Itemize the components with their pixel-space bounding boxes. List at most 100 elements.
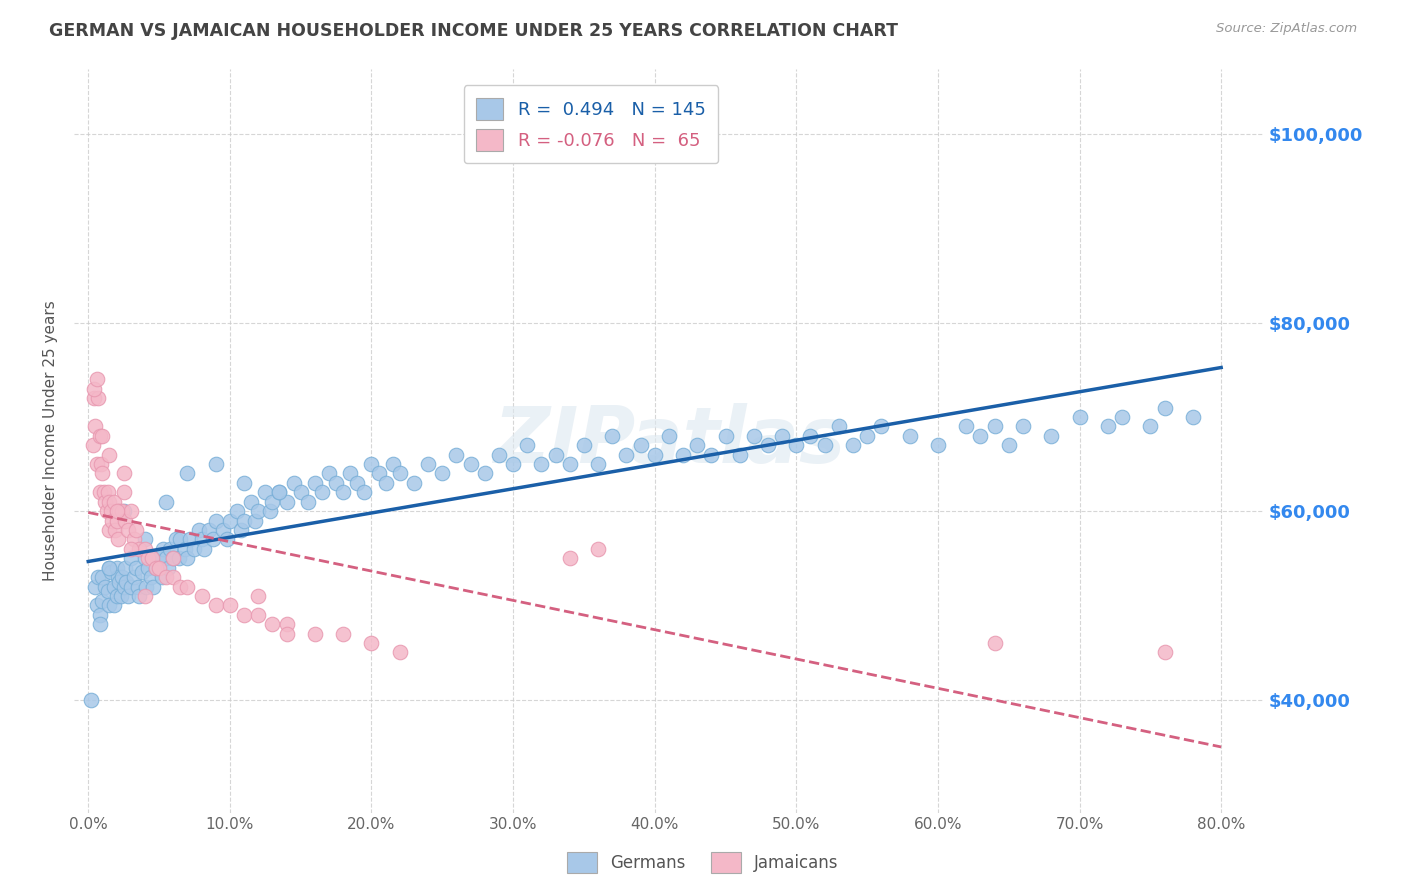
Point: [94, 580, 117, 594]
Point: [176, 467, 198, 481]
Point: [828, 419, 851, 434]
Point: [381, 457, 404, 471]
Point: [304, 475, 326, 490]
Legend: R =  0.494   N = 145, R = -0.076   N =  65: R = 0.494 N = 145, R = -0.076 N = 65: [464, 85, 718, 163]
Point: [93, 485, 115, 500]
Point: [290, 485, 312, 500]
Point: [86, 372, 108, 386]
Point: [179, 533, 201, 547]
Point: [276, 617, 298, 632]
Point: [114, 514, 136, 528]
Point: [218, 514, 240, 528]
Point: [318, 467, 340, 481]
Point: [785, 438, 807, 452]
Point: [87, 391, 110, 405]
Point: [616, 448, 638, 462]
Point: [644, 448, 666, 462]
Point: [98, 448, 121, 462]
Point: [799, 429, 821, 443]
Point: [103, 599, 125, 613]
Point: [125, 523, 148, 537]
Point: [110, 589, 132, 603]
Point: [600, 429, 623, 443]
Point: [215, 533, 238, 547]
Point: [672, 448, 695, 462]
Point: [86, 457, 108, 471]
Point: [714, 429, 737, 443]
Point: [103, 494, 125, 508]
Point: [1069, 409, 1091, 424]
Point: [128, 589, 150, 603]
Point: [544, 448, 567, 462]
Point: [311, 485, 333, 500]
Point: [108, 574, 131, 589]
Point: [169, 580, 191, 594]
Point: [586, 541, 609, 556]
Point: [176, 580, 198, 594]
Point: [91, 593, 114, 607]
Point: [97, 485, 120, 500]
Point: [233, 475, 256, 490]
Point: [134, 589, 156, 603]
Point: [283, 475, 305, 490]
Point: [115, 574, 138, 589]
Point: [240, 494, 263, 508]
Point: [297, 494, 319, 508]
Point: [187, 523, 209, 537]
Point: [247, 589, 270, 603]
Point: [197, 523, 219, 537]
Point: [162, 570, 184, 584]
Point: [346, 475, 368, 490]
Point: [159, 541, 181, 556]
Point: [83, 391, 105, 405]
Point: [190, 589, 212, 603]
Point: [269, 485, 291, 500]
Point: [332, 485, 354, 500]
Point: [262, 494, 284, 508]
Point: [332, 626, 354, 640]
Point: [142, 580, 165, 594]
Point: [100, 566, 122, 580]
Point: [955, 419, 977, 434]
Point: [586, 457, 609, 471]
Point: [98, 494, 121, 508]
Point: [742, 429, 765, 443]
Point: [148, 551, 170, 566]
Point: [388, 467, 411, 481]
Point: [176, 551, 198, 566]
Point: [112, 504, 135, 518]
Point: [120, 504, 142, 518]
Point: [269, 485, 291, 500]
Point: [388, 645, 411, 659]
Point: [1097, 419, 1119, 434]
Point: [630, 438, 652, 452]
Point: [360, 636, 382, 650]
Point: [98, 560, 121, 574]
Point: [91, 570, 114, 584]
Point: [145, 560, 167, 574]
Point: [502, 457, 524, 471]
Point: [432, 467, 454, 481]
Point: [111, 570, 134, 584]
Point: [262, 617, 284, 632]
Point: [112, 485, 135, 500]
Point: [416, 457, 439, 471]
Point: [1139, 419, 1161, 434]
Point: [89, 485, 111, 500]
Point: [870, 419, 893, 434]
Point: [120, 551, 142, 566]
Point: [474, 467, 496, 481]
Point: [814, 438, 837, 452]
Point: [86, 599, 108, 613]
Point: [98, 523, 121, 537]
Point: [87, 570, 110, 584]
Y-axis label: Householder Income Under 25 years: Householder Income Under 25 years: [44, 300, 58, 581]
Point: [120, 541, 142, 556]
Point: [127, 580, 149, 594]
Point: [122, 570, 145, 584]
Point: [1153, 645, 1175, 659]
Point: [276, 494, 298, 508]
Point: [728, 448, 751, 462]
Point: [112, 580, 135, 594]
Point: [136, 560, 159, 574]
